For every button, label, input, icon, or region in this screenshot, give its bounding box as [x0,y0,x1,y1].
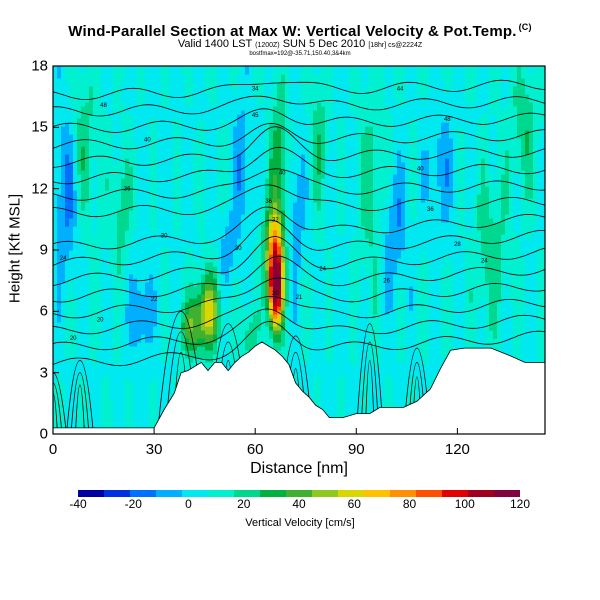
chart-title-text: Wind-Parallel Section at Max W: Vertical… [68,23,517,40]
theta-contour [355,323,384,434]
y-tick-label: 6 [39,302,48,320]
theta-contour [53,206,545,250]
y-tick-label: 0 [39,425,48,443]
theta-label: 30 [161,234,168,240]
theta-label: 24 [481,258,488,264]
theta-contour [53,79,545,100]
theta-contour [53,393,58,434]
theta-labels: 34 44 48 48 45 40 40 40 36 36 36 32 30 30 28 24 24 24 26 22… [60,87,489,343]
theta-contour [53,308,545,351]
theta-label: 20 [97,318,104,324]
x-tick-label: 0 [48,441,58,458]
y-tick-label: 15 [31,118,48,136]
theta-contour [364,360,375,434]
theta-label: 40 [417,166,424,172]
theta-label: 36 [124,187,131,193]
colorbar-tick-label: -40 [69,497,87,511]
valid-time-line: Valid 1400 LST (1200Z) SUN 5 Dec 2010 [1… [0,38,600,50]
theta-label: 36 [265,199,272,205]
theta-label: 44 [397,87,404,93]
theta-label: 24 [319,266,326,272]
colorbar-tick-label: 0 [185,497,192,511]
theta-contour [53,255,545,303]
theta-contour [53,122,545,150]
colorbar-tick-label: 20 [237,497,251,511]
y-tick-label: 18 [31,57,48,75]
valid-utc: (1200Z) [255,42,280,49]
theta-contour [53,146,545,185]
copyright-mark: (C) [518,22,532,32]
theta-label: 28 [454,242,461,248]
y-tick-label: 9 [39,241,48,259]
theta-contour [53,126,545,168]
x-tick-label: 90 [347,441,365,458]
colorbar-tick-label: 100 [454,497,475,511]
axis-ticks [52,65,458,435]
theta-label: 21 [296,295,303,301]
theta-label: 20 [272,291,279,297]
theta-contour [53,219,545,266]
theta-contour [75,384,85,434]
theta-contour [70,372,90,434]
theta-label: 40 [279,170,286,176]
theta-contour [53,277,545,319]
valid-date: SUN 5 Dec 2010 [282,38,366,50]
theta-contour [53,95,545,117]
colorbar-tick-label: 40 [292,497,306,511]
theta-label: 26 [383,279,390,285]
chart-title: Wind-Parallel Section at Max W: Vertical… [0,22,600,40]
colorbar-tick-label: 60 [347,497,361,511]
theta-contour [53,168,545,201]
theta-label: 48 [444,117,451,123]
theta-contour [53,184,545,218]
theta-label: 22 [151,297,158,303]
colorbar-tick-label: -20 [124,497,142,511]
theta-label: 45 [252,113,259,119]
theta-label: 48 [100,103,107,109]
x-axis-label: Distance [nm] [250,460,348,477]
theta-contour [53,236,545,286]
theta-label: 32 [272,217,279,223]
colorbar-tick-label: 120 [509,497,531,511]
valid-extra: [18hr] cs@2224Z [368,42,423,49]
y-tick-label: 3 [39,364,48,382]
terrain [53,341,545,434]
x-tick-label: 120 [444,441,470,458]
theta-contour [53,382,63,434]
y-axis-label: Height [Kft MSL] [6,193,24,304]
y-tick-label: 12 [31,180,48,198]
theta-label: 34 [252,87,259,93]
terrain-profile [53,341,545,434]
theta-contour [66,360,94,434]
theta-label: 24 [60,256,67,262]
valid-time: Valid 1400 LST [177,38,253,50]
velocity-field [53,66,545,434]
theta-contour [53,296,545,335]
theta-contour [53,372,67,434]
theta-contour [360,341,380,434]
x-tick-label: 60 [246,441,264,458]
colorbar-label: Vertical Velocity [cm/s] [245,517,355,529]
theta-label: 40 [144,138,151,144]
theta-label: 36 [427,207,434,213]
theta-label: 20 [70,336,77,342]
theta-label: 30 [235,246,242,252]
chart-subtitle: bostfmax=192@-35.71,150.40,3&4km [249,51,351,57]
theta-contour [53,320,545,367]
x-tick-label: 30 [145,441,163,458]
colorbar-tick-label: 80 [402,497,417,511]
colorbar [78,490,520,497]
theta-contour [53,108,545,133]
